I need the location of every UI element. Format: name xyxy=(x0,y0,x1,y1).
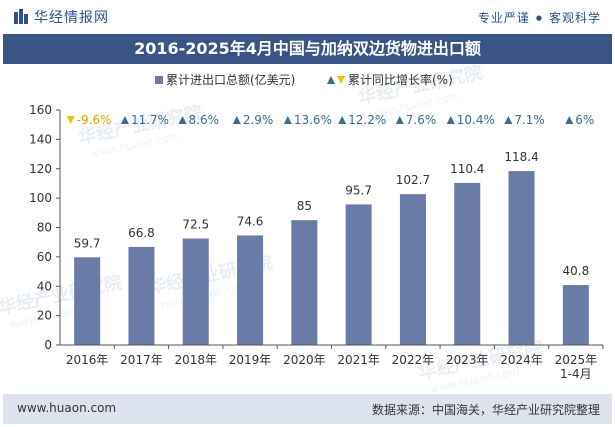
x-tick-label: 2019年 xyxy=(229,353,272,367)
legend-down-triangle-icon xyxy=(337,76,345,84)
x-tick-label: 2025年 xyxy=(555,353,598,367)
bar xyxy=(291,220,318,345)
slogan: 专业严谨 ● 客观科学 xyxy=(478,9,601,26)
bar xyxy=(399,194,426,345)
chart-title: 2016-2025年4月中国与加纳双边货物进出口额 xyxy=(134,39,481,58)
growth-up-triangle-icon xyxy=(232,116,241,124)
legend: 累计进出口总额(亿美元) 累计同比增长率(%) xyxy=(155,72,453,87)
y-tick-label: 160 xyxy=(29,103,52,117)
y-tick-label: 80 xyxy=(37,221,52,235)
y-tick-label: 100 xyxy=(29,191,52,205)
growth-rate-label: 8.6% xyxy=(189,113,220,127)
growth-rate-label: 7.1% xyxy=(514,113,545,127)
y-axis: 0 20 40 60 80 100 120 140 160 xyxy=(29,103,61,352)
bar xyxy=(128,246,155,345)
chart-area: 华经产业研究院www.huaon.com华经产业研究院www.huaon.com… xyxy=(0,64,604,394)
growth-rate-row: -9.6% 11.7% 8.6% 2.9% 13.6% 12.2% 7.6% 10.4% 7.1… xyxy=(66,113,594,127)
x-tick-label: 2016年 xyxy=(66,353,109,367)
y-tick-label: 120 xyxy=(29,162,52,176)
bar-value-label: 95.7 xyxy=(345,183,372,197)
bar-value-label: 66.8 xyxy=(128,226,155,240)
bar-value-label: 118.4 xyxy=(504,150,538,164)
bar-value-label: 59.7 xyxy=(74,236,101,250)
x-tick-label: 2021年 xyxy=(337,353,380,367)
bar xyxy=(237,235,264,345)
growth-rate-label: 13.6% xyxy=(294,113,332,127)
x-tick-label: 2024年 xyxy=(500,353,543,367)
legend-up-triangle-icon xyxy=(327,76,335,84)
x-tick-label: 2023年 xyxy=(446,353,489,367)
bar-value-label: 110.4 xyxy=(450,162,484,176)
growth-up-triangle-icon xyxy=(446,116,455,124)
y-tick-label: 0 xyxy=(44,338,52,352)
slogan-right: 客观科学 xyxy=(548,11,601,25)
x-tick-label: 1-4月 xyxy=(560,367,592,381)
y-tick-label: 20 xyxy=(37,309,52,323)
title-bar: 2016-2025年4月中国与加纳双边货物进出口额 xyxy=(3,34,612,64)
x-axis: 2016年 2017年 2018年 2019年 2020年 2021年 2022年 2023年… xyxy=(60,344,604,381)
bar-value-label: 85 xyxy=(297,199,312,213)
growth-up-triangle-icon xyxy=(565,116,574,124)
growth-rate-label: 10.4% xyxy=(457,113,495,127)
x-tick-label: 2022年 xyxy=(392,353,435,367)
legend-bar-swatch xyxy=(155,76,163,84)
growth-up-triangle-icon xyxy=(283,116,292,124)
y-tick-label: 40 xyxy=(37,279,52,293)
logo-icon xyxy=(14,9,28,24)
footer-url: www.huaon.com xyxy=(17,401,117,415)
y-tick-label: 60 xyxy=(37,250,52,264)
y-tick-label: 140 xyxy=(29,132,52,146)
growth-down-triangle-icon xyxy=(66,116,75,124)
growth-up-triangle-icon xyxy=(120,116,129,124)
bar-value-label: 102.7 xyxy=(396,173,430,187)
bar xyxy=(182,238,209,345)
x-tick-label: 2018年 xyxy=(174,353,217,367)
bar-value-label: 72.5 xyxy=(182,218,209,232)
slogan-left: 专业严谨 xyxy=(477,11,530,25)
growth-up-triangle-icon xyxy=(395,116,404,124)
footer-bar: www.huaon.com 数据来源：中国海关，华经产业研究院整理 xyxy=(3,394,612,424)
growth-rate-label: 2.9% xyxy=(243,113,274,127)
bar xyxy=(345,204,372,345)
x-tick-label: 2017年 xyxy=(120,353,163,367)
bar xyxy=(74,257,101,345)
footer-source: 数据来源：中国海关，华经产业研究院整理 xyxy=(371,403,600,417)
growth-rate-label: 7.6% xyxy=(406,113,437,127)
slogan-separator: ● xyxy=(535,14,543,22)
bar-value-label: 74.6 xyxy=(237,214,264,228)
bar xyxy=(454,182,481,345)
growth-rate-label: -9.6% xyxy=(77,113,112,127)
growth-up-triangle-icon xyxy=(338,116,347,124)
growth-up-triangle-icon xyxy=(504,116,513,124)
bar xyxy=(562,285,589,345)
bars: 59.7 66.8 72.5 74.6 85 95.7 102.7 110.4 118.4 40.… xyxy=(74,150,589,345)
growth-rate-label: 6% xyxy=(575,113,594,127)
growth-up-triangle-icon xyxy=(178,116,187,124)
bar xyxy=(508,171,535,345)
bar-value-label: 40.8 xyxy=(562,264,589,278)
legend-bar-label: 累计进出口总额(亿美元) xyxy=(166,72,295,87)
legend-growth-label: 累计同比增长率(%) xyxy=(348,72,453,87)
x-tick-label: 2020年 xyxy=(283,353,326,367)
growth-rate-label: 12.2% xyxy=(348,113,386,127)
logo-text: 华经情报网 xyxy=(34,10,109,26)
growth-rate-label: 11.7% xyxy=(131,113,169,127)
top-bar: 华经情报网 专业严谨 ● 客观科学 xyxy=(0,0,615,34)
